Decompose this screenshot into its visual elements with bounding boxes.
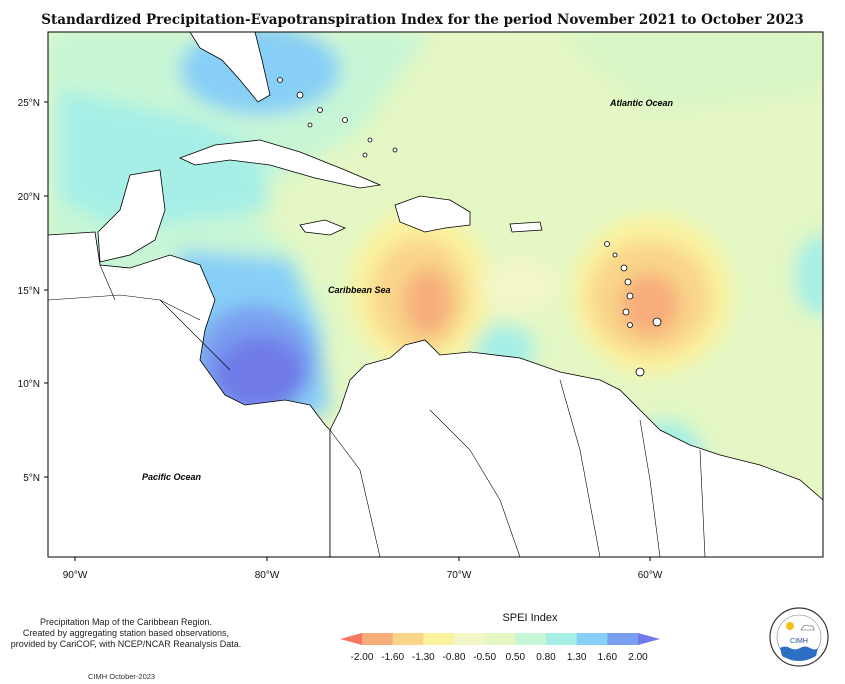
map-title: Standardized Precipitation-Evapotranspir…	[41, 12, 804, 28]
legend-tick-label: 1.60	[597, 652, 618, 663]
map-notes: Precipitation Map of the Caribbean Regio…	[6, 617, 246, 650]
cimh-logo: CIMH	[769, 607, 829, 667]
logo-text: CIMH	[790, 638, 808, 645]
note-line-1: Precipitation Map of the Caribbean Regio…	[39, 617, 213, 627]
legend-swatch-5	[484, 633, 516, 645]
legend-tick-label: -1.30	[411, 652, 435, 663]
lon-label-70: 70°W	[447, 570, 472, 581]
spei-legend-bar	[340, 633, 660, 645]
lon-label-90: 90°W	[63, 570, 88, 581]
lat-label-5: 5°N	[23, 473, 40, 484]
legend-swatch-10	[638, 633, 660, 645]
label-pacific-ocean: Pacific Ocean	[142, 472, 202, 482]
land	[48, 32, 823, 557]
legend-tick-label: 0.50	[505, 652, 526, 663]
water-icon	[780, 646, 818, 661]
legend-tick-label: -0.80	[442, 652, 466, 663]
label-caribbean-sea: Caribbean Sea	[328, 285, 391, 295]
legend-swatch-1	[362, 633, 394, 645]
lon-label-80: 80°W	[255, 570, 280, 581]
legend-tick-label: -1.60	[381, 652, 405, 663]
lat-label-10: 10°N	[18, 379, 40, 390]
legend-tick-label: 1.30	[566, 652, 587, 663]
legend-swatch-6	[515, 633, 547, 645]
legend-tick-label: -2.00	[350, 652, 374, 663]
legend-swatch-8	[576, 633, 608, 645]
legend-swatch-9	[607, 633, 639, 645]
legend-swatch-0	[340, 633, 362, 645]
lat-label-25: 25°N	[18, 98, 40, 109]
lat-label-20: 20°N	[18, 192, 40, 203]
lat-label-15: 15°N	[18, 286, 40, 297]
credit-line: CIMH October-2023	[88, 672, 156, 681]
legend-swatch-2	[392, 633, 424, 645]
legend-tick-label: 2.00	[628, 652, 648, 663]
label-atlantic-ocean: Atlantic Ocean	[609, 98, 674, 108]
legend-swatch-3	[423, 633, 455, 645]
note-line-2: Created by aggregating station based obs…	[22, 628, 230, 638]
legend-tick-label: -0.50	[473, 652, 497, 663]
cloud-icon	[800, 625, 815, 631]
legend-swatch-4	[454, 633, 486, 645]
lon-label-60: 60°W	[638, 570, 663, 581]
legend-tick-label: 0.80	[536, 652, 556, 663]
legend-swatch-7	[546, 633, 578, 645]
sun-icon	[786, 622, 794, 630]
spei-map: 25°N 20°N 15°N 10°N 5°N 90°W 80°W 70°W 6…	[18, 31, 824, 581]
legend-title: SPEI Index	[502, 612, 558, 624]
note-line-3: provided by CariCOF, with NCEP/NCAR Rean…	[10, 639, 242, 649]
